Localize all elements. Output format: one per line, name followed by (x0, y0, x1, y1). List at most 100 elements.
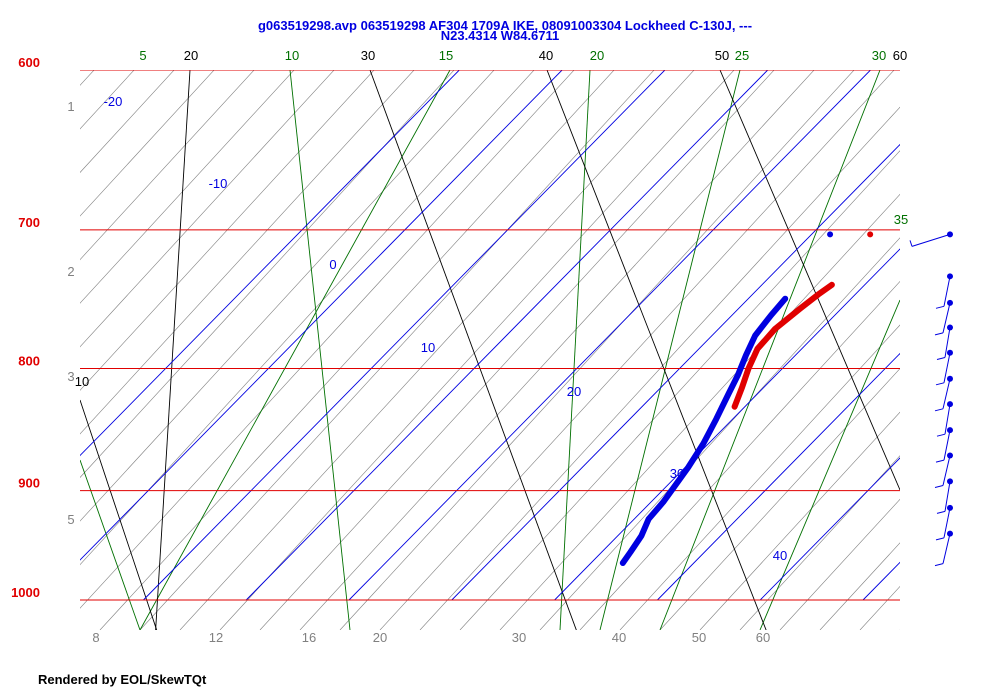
moist-adiabat-label: 25 (735, 48, 749, 63)
dry-adiabat-line (369, 70, 577, 630)
wind-barb-shaft (943, 430, 951, 461)
wind-barb-flag (935, 382, 945, 386)
mixing-ratio-line (80, 70, 295, 304)
mixing-ratio-line (80, 70, 215, 217)
moist-adiabat-line (759, 299, 900, 630)
isotherm-line (862, 561, 900, 601)
mixing-ratio-line (80, 70, 255, 261)
wind-barb-shaft (942, 302, 951, 334)
mixing-ratio-line (259, 70, 775, 630)
height-label: 1 (67, 99, 74, 114)
profiles (619, 231, 874, 566)
moist-adiabat-label: 35 (894, 212, 908, 227)
mixing-ratio-line (659, 368, 900, 630)
mixing-ratio-line (0, 20, 20, 630)
mixing-ratio-line (80, 70, 455, 478)
mixing-ratio-line (539, 237, 900, 630)
pressure-label: 1000 (11, 585, 40, 600)
mixing-ratio-label: 40 (612, 630, 626, 645)
moist-adiabat-label: 5 (139, 48, 146, 63)
mixing-ratio-label: 20 (373, 630, 387, 645)
isotherm-line (554, 248, 900, 601)
mixing-ratio-line (459, 150, 900, 630)
moist-adiabat-line (289, 70, 351, 630)
wind-barb-flag (934, 408, 944, 412)
mixing-ratio-line (99, 70, 615, 630)
moist-adiabat-label: 20 (590, 48, 604, 63)
dry-adiabat-line (80, 399, 158, 630)
dry-adiabat-label: 20 (184, 48, 198, 63)
isotherm-line (245, 70, 769, 601)
wind-barb-shaft (943, 507, 951, 538)
mixing-ratio-line (139, 70, 655, 630)
mixing-ratio-line (80, 70, 135, 130)
wind-barb-flag (936, 510, 946, 514)
mixing-ratio-label: 60 (756, 630, 770, 645)
mixing-ratio-line (80, 70, 375, 391)
wind-barb-flag (936, 356, 946, 360)
pressure-label: 900 (18, 476, 40, 491)
wind-barb-shaft (942, 533, 951, 564)
surface-marker (867, 231, 874, 238)
dry-adiabat-label: 30 (361, 48, 375, 63)
mixing-ratio-line (80, 70, 175, 173)
mixing-ratio-line (299, 70, 815, 630)
isotherm-label: 10 (421, 340, 435, 355)
isotherm-line (966, 70, 1000, 600)
dewpoint-trace (619, 295, 789, 566)
mixing-ratio-line (739, 455, 900, 630)
mixing-ratio-line (80, 70, 495, 522)
isotherm-line (451, 143, 900, 601)
dry-adiabat-label: 60 (893, 48, 907, 63)
mixing-ratio-line (80, 70, 335, 348)
dry-adiabat-line (546, 70, 767, 630)
wind-barb-shaft (944, 404, 951, 435)
isotherm-label: -10 (209, 176, 228, 191)
axis-labels: 600 700 800 900 1000 -20 -10 0 10 20 30 40 10 20 30 40 5… (11, 48, 908, 645)
isotherm-line (80, 70, 563, 561)
wind-barb-shaft (944, 481, 951, 512)
moist-adiabat-line (659, 70, 881, 630)
renderer-footer: Rendered by EOL/SkewTQt (38, 672, 207, 687)
wind-barb-flag (936, 433, 946, 437)
mixing-ratio-line (859, 585, 900, 630)
chart-title-line2: N23.4314 W84.6711 (441, 28, 560, 43)
wind-barb-flag (934, 563, 944, 567)
dry-adiabat-label: 10 (75, 374, 89, 389)
isotherm-line (657, 352, 900, 601)
mixing-ratio-line (699, 411, 900, 630)
mixing-ratio-line (80, 70, 535, 566)
grid-lines (0, 20, 1000, 630)
mixing-ratio-line (499, 193, 900, 630)
isotherm-line (143, 70, 666, 601)
dry-adiabat-line (719, 70, 900, 491)
wind-barb-flag (935, 459, 945, 463)
moist-adiabat-line (139, 70, 451, 630)
wind-barb-shaft (944, 327, 951, 358)
moist-adiabat-line (599, 70, 741, 630)
mixing-ratio-line (179, 70, 695, 630)
mixing-ratio-line (219, 70, 735, 630)
wind-barb-shaft (943, 276, 951, 307)
isotherm-label: 30 (670, 466, 684, 481)
mixing-ratio-line (0, 20, 100, 630)
wind-barb-flag (934, 485, 944, 488)
wind-barb-shaft (943, 352, 951, 383)
pressure-label: 600 (18, 55, 40, 70)
wind-barb-shaft (942, 455, 951, 486)
moist-adiabat-label: 10 (285, 48, 299, 63)
dry-adiabat-line (155, 70, 191, 630)
wind-barb-shaft (942, 378, 951, 409)
mixing-ratio-line (819, 542, 900, 630)
mixing-ratio-line (419, 106, 900, 630)
dry-adiabat-label: 40 (539, 48, 553, 63)
dry-adiabat-label: 50 (715, 48, 729, 63)
mixing-ratio-line (619, 324, 900, 630)
mixing-ratio-label: 12 (209, 630, 223, 645)
surface-marker (827, 231, 834, 238)
moist-adiabat-line (80, 459, 141, 630)
height-label: 5 (67, 512, 74, 527)
height-label: 3 (67, 369, 74, 384)
isotherm-line (759, 457, 900, 601)
